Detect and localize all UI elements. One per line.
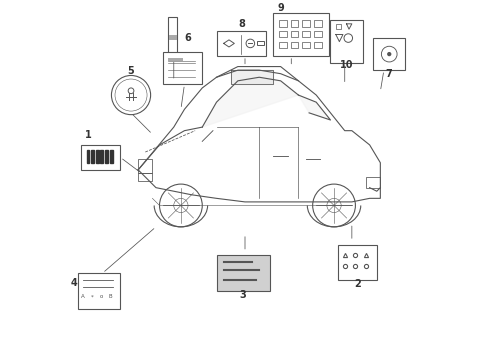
Bar bbox=[91, 150, 94, 163]
Bar bbox=[373, 38, 405, 70]
Bar bbox=[279, 42, 287, 48]
Text: 10: 10 bbox=[340, 60, 353, 70]
Bar bbox=[291, 42, 298, 48]
Bar bbox=[77, 273, 121, 309]
Polygon shape bbox=[231, 70, 273, 84]
Text: 1: 1 bbox=[85, 130, 92, 140]
Bar bbox=[302, 20, 310, 27]
Bar bbox=[257, 41, 264, 45]
Bar bbox=[330, 20, 363, 63]
Polygon shape bbox=[298, 95, 330, 120]
Text: 2: 2 bbox=[354, 279, 361, 289]
Text: 7: 7 bbox=[386, 69, 392, 79]
Text: 5: 5 bbox=[128, 66, 134, 76]
Bar bbox=[279, 20, 287, 27]
Bar bbox=[87, 150, 89, 163]
Bar bbox=[105, 150, 108, 163]
Bar bbox=[314, 20, 322, 27]
Bar bbox=[314, 42, 322, 48]
Bar bbox=[338, 245, 377, 280]
Bar bbox=[169, 35, 177, 40]
Bar bbox=[138, 159, 152, 174]
Bar bbox=[169, 58, 183, 60]
Bar bbox=[163, 52, 202, 84]
Bar bbox=[302, 42, 310, 48]
Text: 8: 8 bbox=[238, 19, 245, 30]
Bar bbox=[217, 255, 270, 291]
Polygon shape bbox=[202, 77, 298, 127]
Bar bbox=[279, 31, 287, 37]
Bar bbox=[96, 150, 98, 163]
Text: A: A bbox=[81, 294, 85, 299]
Bar bbox=[217, 31, 267, 56]
Bar bbox=[291, 20, 298, 27]
Text: *: * bbox=[91, 294, 94, 299]
Circle shape bbox=[387, 52, 392, 56]
Bar bbox=[291, 31, 298, 37]
Text: B: B bbox=[109, 294, 113, 299]
Bar bbox=[81, 145, 121, 170]
Bar bbox=[302, 31, 310, 37]
Text: 4: 4 bbox=[71, 278, 77, 288]
Bar bbox=[336, 24, 341, 29]
Bar bbox=[366, 177, 380, 188]
Bar bbox=[314, 31, 322, 37]
Text: 9: 9 bbox=[277, 3, 284, 13]
Text: o: o bbox=[100, 294, 103, 299]
Bar bbox=[138, 174, 152, 180]
Bar bbox=[110, 150, 113, 163]
Bar bbox=[273, 13, 329, 56]
Text: 6: 6 bbox=[184, 33, 191, 43]
Text: 3: 3 bbox=[240, 290, 246, 300]
Bar bbox=[169, 17, 177, 59]
Bar bbox=[100, 150, 103, 163]
